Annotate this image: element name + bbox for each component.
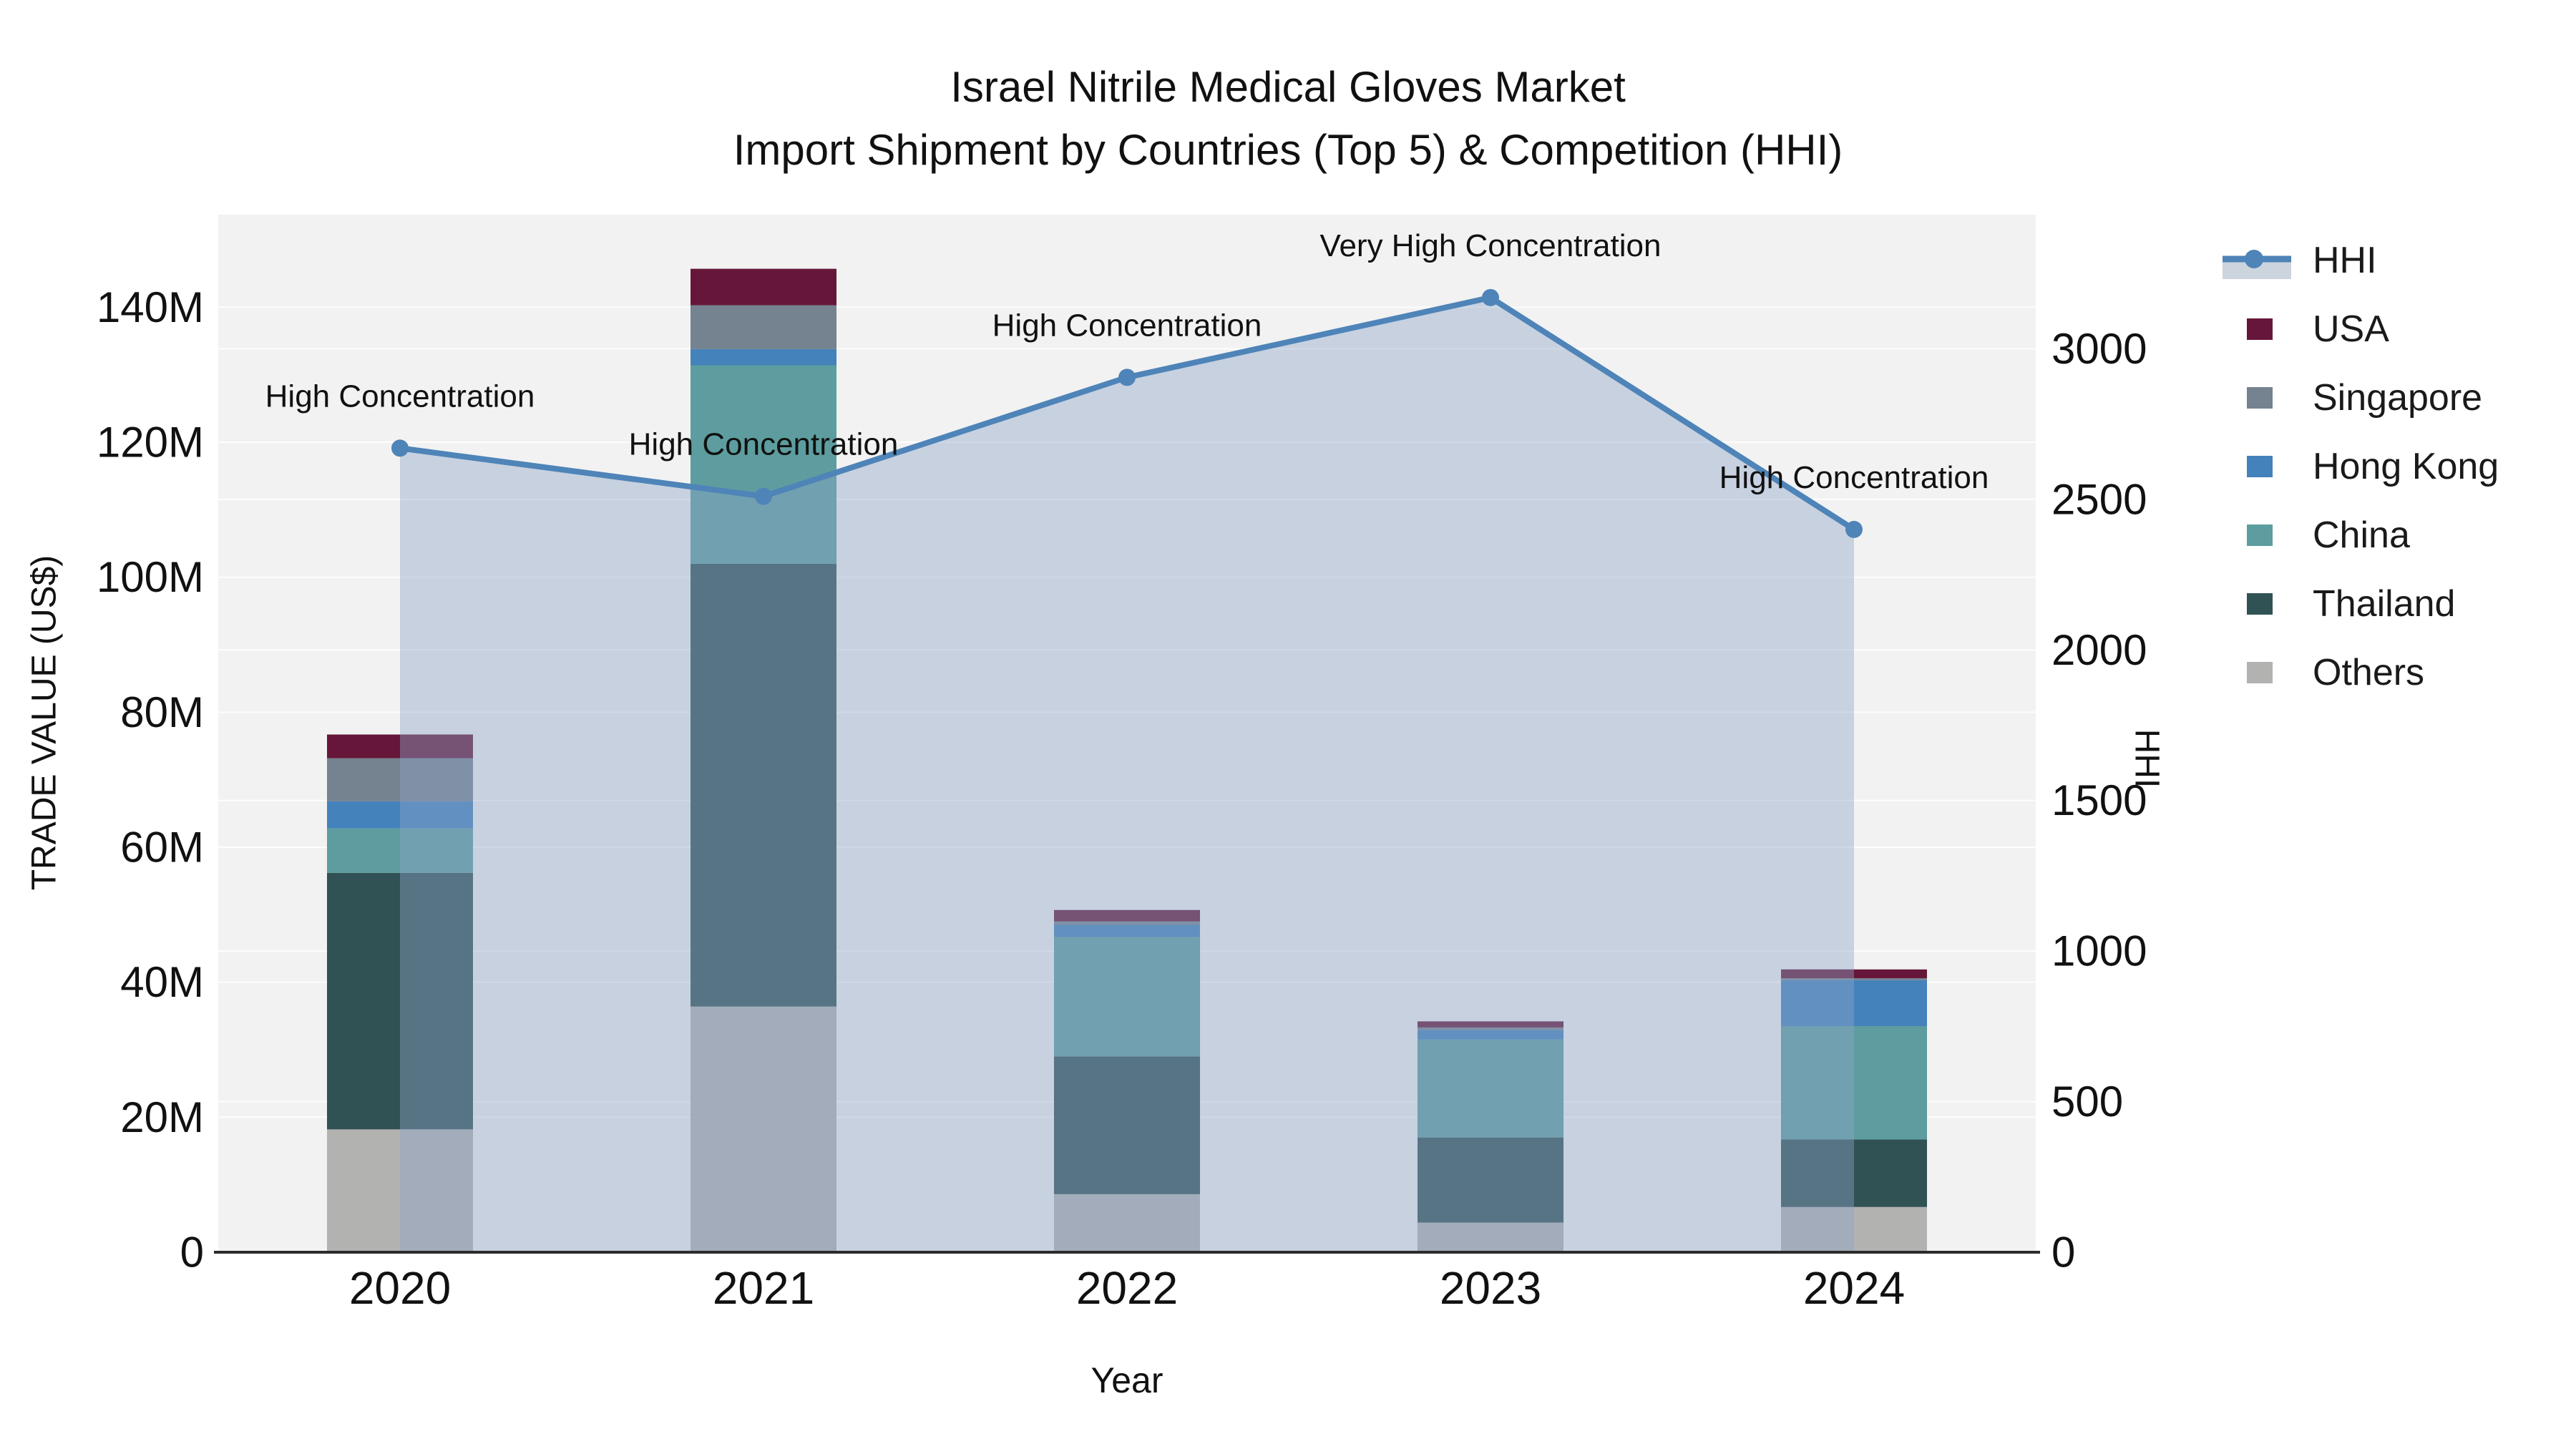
bar-segment-2023-hong-kong[interactable] <box>1418 1030 1563 1040</box>
bar-segment-2023-others[interactable] <box>1418 1222 1563 1252</box>
legend-item-hong-kong[interactable]: Hong Kong <box>2217 432 2499 501</box>
legend-item-china[interactable]: China <box>2217 501 2499 570</box>
bar-segment-2021-thailand[interactable] <box>691 563 836 1007</box>
legend-swatch-thailand <box>2217 582 2297 625</box>
bar-segment-2022-china[interactable] <box>1054 937 1200 1057</box>
legend-item-singapore[interactable]: Singapore <box>2217 364 2499 432</box>
legend-label-hong-kong: Hong Kong <box>2313 446 2499 487</box>
swatch-color-hong-kong <box>2247 456 2273 477</box>
swatch-color-others <box>2247 662 2273 683</box>
bar-segment-2022-thailand[interactable] <box>1054 1056 1200 1194</box>
bar-segment-2024-usa[interactable] <box>1781 969 1927 979</box>
left-tick-40M: 40M <box>120 958 204 1006</box>
bar-segment-2024-singapore[interactable] <box>1781 978 1927 980</box>
bar-segment-2023-singapore[interactable] <box>1418 1027 1563 1030</box>
legend-swatch-others <box>2217 651 2297 694</box>
x-tick-2023: 2023 <box>1440 1262 1541 1314</box>
bar-segment-2023-china[interactable] <box>1418 1039 1563 1138</box>
bar-segment-2023-thailand[interactable] <box>1418 1137 1563 1223</box>
hhi-marker-2024[interactable] <box>1845 520 1863 538</box>
bar-segment-2021-singapore[interactable] <box>691 305 836 349</box>
legend-label-singapore: Singapore <box>2313 377 2483 419</box>
right-tick-500: 500 <box>2051 1078 2123 1126</box>
bar-segment-2020-hong-kong[interactable] <box>327 801 473 829</box>
left-tick-20M: 20M <box>120 1093 204 1141</box>
left-tick-140M: 140M <box>97 283 204 331</box>
legend-label-others: Others <box>2313 652 2425 693</box>
bar-segment-2024-china[interactable] <box>1781 1025 1927 1140</box>
right-tick-3000: 3000 <box>2051 325 2147 373</box>
bar-segment-2021-others[interactable] <box>691 1006 836 1252</box>
hhi-area-fill <box>400 297 1854 1253</box>
annotation-2020: High Concentration <box>265 379 535 414</box>
left-tick-80M: 80M <box>120 688 204 736</box>
legend-item-thailand[interactable]: Thailand <box>2217 570 2499 638</box>
right-tick-2500: 2500 <box>2051 475 2147 523</box>
legend-item-hhi[interactable]: HHI <box>2217 226 2499 295</box>
bar-segment-2021-usa[interactable] <box>691 268 836 306</box>
hhi-marker-2020[interactable] <box>391 439 409 457</box>
swatch-color-thailand <box>2247 593 2273 615</box>
bar-segment-2023-usa[interactable] <box>1418 1021 1563 1028</box>
hhi-marker-2023[interactable] <box>1482 288 1499 306</box>
x-axis-title: Year <box>1091 1360 1163 1400</box>
legend-swatch-hong-kong <box>2217 445 2297 488</box>
x-tick-2021: 2021 <box>713 1262 814 1314</box>
bar-segment-2022-usa[interactable] <box>1054 909 1200 922</box>
left-tick-100M: 100M <box>97 553 204 601</box>
right-tick-1000: 1000 <box>2051 927 2147 975</box>
legend-item-usa[interactable]: USA <box>2217 295 2499 364</box>
right-tick-0: 0 <box>2051 1229 2075 1277</box>
x-tick-2020: 2020 <box>349 1262 451 1314</box>
legend-swatch-usa <box>2217 308 2297 351</box>
bar-segment-2020-usa[interactable] <box>327 734 473 758</box>
right-tick-2000: 2000 <box>2051 626 2147 674</box>
hhi-marker-2021[interactable] <box>755 487 772 505</box>
legend-label-china: China <box>2313 514 2410 556</box>
bar-segment-2021-china[interactable] <box>691 365 836 564</box>
bar-segment-2024-hong-kong[interactable] <box>1781 980 1927 1026</box>
bar-segment-2020-thailand[interactable] <box>327 872 473 1130</box>
right-tick-1500: 1500 <box>2051 776 2147 824</box>
chart-title-line2: Import Shipment by Countries (Top 5) & C… <box>733 126 1843 175</box>
hhi-line-icon <box>2217 239 2297 282</box>
bar-segment-2020-china[interactable] <box>327 828 473 873</box>
annotation-2023: Very High Concentration <box>1320 228 1662 263</box>
swatch-color-china <box>2247 525 2273 546</box>
left-tick-0: 0 <box>180 1229 204 1277</box>
legend-item-others[interactable]: Others <box>2217 638 2499 707</box>
x-tick-2024: 2024 <box>1803 1262 1905 1314</box>
legend-label-usa: USA <box>2313 308 2389 350</box>
annotation-2024: High Concentration <box>1719 460 1989 495</box>
bar-segment-2024-others[interactable] <box>1781 1206 1927 1252</box>
y-axis-title-right: HHI <box>2127 728 2166 789</box>
hhi-line-icon-svg <box>2223 250 2291 279</box>
bar-segment-2022-singapore[interactable] <box>1054 921 1200 925</box>
legend: HHI USA Singapore Hong Kong China Thailand Oth… <box>2217 226 2499 707</box>
left-tick-120M: 120M <box>97 419 204 467</box>
bar-segment-2020-others[interactable] <box>327 1129 473 1252</box>
bar-segment-2022-others[interactable] <box>1054 1194 1200 1252</box>
bar-segment-2021-hong-kong[interactable] <box>691 348 836 366</box>
legend-label-thailand: Thailand <box>2313 583 2456 625</box>
bar-segment-2020-singapore[interactable] <box>327 758 473 801</box>
y-axis-title-left: TRADE VALUE (US$) <box>25 555 64 891</box>
bar-segment-2024-thailand[interactable] <box>1781 1139 1927 1207</box>
legend-swatch-singapore <box>2217 376 2297 419</box>
chart-title: Israel Nitrile Medical Gloves Market Imp… <box>0 56 2576 182</box>
chart-title-line1: Israel Nitrile Medical Gloves Market <box>950 63 1626 111</box>
annotation-2022: High Concentration <box>992 308 1262 343</box>
legend-swatch-china <box>2217 514 2297 557</box>
x-tick-2022: 2022 <box>1076 1262 1178 1314</box>
annotation-2021: High Concentration <box>629 427 899 462</box>
legend-label-hhi: HHI <box>2313 240 2377 281</box>
bar-segment-2022-hong-kong[interactable] <box>1054 924 1200 937</box>
left-tick-60M: 60M <box>120 824 204 872</box>
swatch-color-usa <box>2247 318 2273 340</box>
swatch-color-singapore <box>2247 387 2273 409</box>
hhi-marker-2022[interactable] <box>1118 369 1136 386</box>
